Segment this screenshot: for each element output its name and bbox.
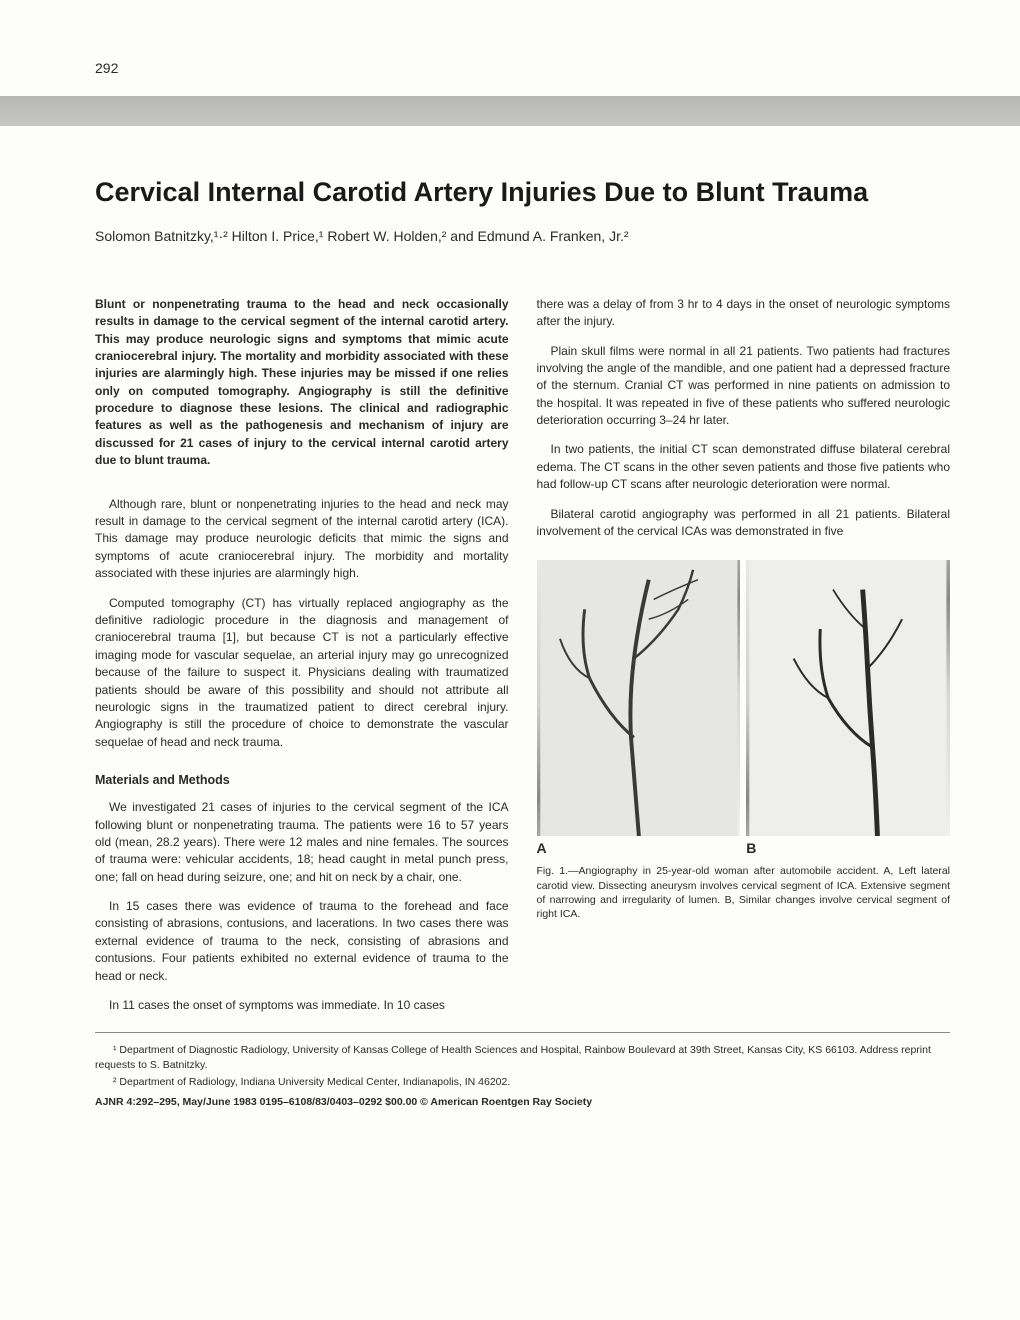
angiogram-image-a <box>537 560 741 836</box>
journal-citation: AJNR 4:292–295, May/June 1983 0195–6108/… <box>95 1095 950 1110</box>
footnote-1: ¹ Department of Diagnostic Radiology, Un… <box>95 1043 950 1072</box>
page: 292 Cervical Internal Carotid Artery Inj… <box>0 0 1020 1320</box>
figure-1: A B Fig. 1.—Angiography in 25-year-old w… <box>537 560 951 921</box>
left-column: Blunt or nonpenetrating trauma to the he… <box>95 284 509 1015</box>
two-column-layout: Blunt or nonpenetrating trauma to the he… <box>95 284 950 1015</box>
section-heading-methods: Materials and Methods <box>95 773 509 787</box>
right-column: there was a delay of from 3 hr to 4 days… <box>537 284 951 1015</box>
col2-paragraph-2: Plain skull films were normal in all 21 … <box>537 343 951 430</box>
methods-paragraph-2: In 15 cases there was evidence of trauma… <box>95 898 509 985</box>
figure-panel-labels: A B <box>537 840 951 856</box>
figure-images-row <box>537 560 951 836</box>
intro-paragraph-1: Although rare, blunt or nonpenetrating i… <box>95 496 509 583</box>
figure-caption: Fig. 1.—Angiography in 25-year-old woman… <box>537 864 951 921</box>
article-title: Cervical Internal Carotid Artery Injurie… <box>95 176 950 210</box>
footnotes: ¹ Department of Diagnostic Radiology, Un… <box>95 1032 950 1110</box>
abstract: Blunt or nonpenetrating trauma to the he… <box>95 296 509 470</box>
methods-paragraph-1: We investigated 21 cases of injuries to … <box>95 799 509 886</box>
figure-label-a: A <box>537 840 741 856</box>
angiogram-image-b <box>746 560 950 836</box>
footnote-2: ² Department of Radiology, Indiana Unive… <box>95 1075 950 1090</box>
page-number: 292 <box>95 60 950 76</box>
authors-line: Solomon Batnitzky,¹·² Hilton I. Price,¹ … <box>95 228 950 244</box>
col2-paragraph-4: Bilateral carotid angiography was perfor… <box>537 506 951 541</box>
col2-paragraph-1: there was a delay of from 3 hr to 4 days… <box>537 296 951 331</box>
intro-paragraph-2: Computed tomography (CT) has virtually r… <box>95 595 509 752</box>
header-bar <box>0 96 1020 126</box>
col2-paragraph-3: In two patients, the initial CT scan dem… <box>537 441 951 493</box>
figure-label-b: B <box>746 840 950 856</box>
methods-paragraph-3: In 11 cases the onset of symptoms was im… <box>95 997 509 1014</box>
